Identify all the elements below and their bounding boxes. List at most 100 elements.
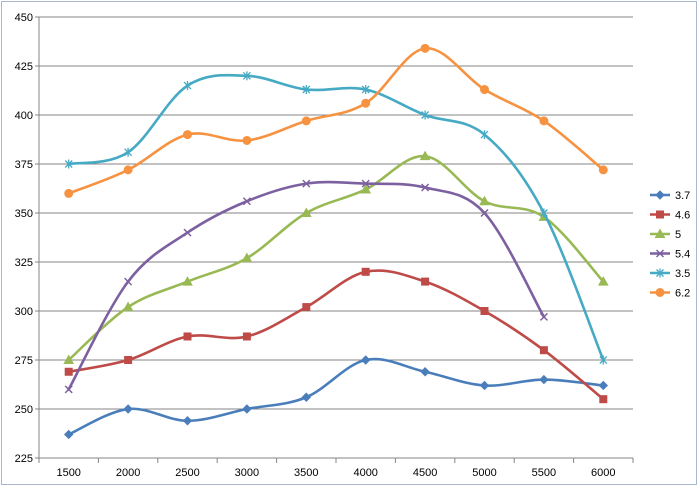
data-point [597, 276, 609, 286]
data-point [123, 404, 133, 414]
x-tick-label: 6000 [591, 467, 615, 479]
data-point [598, 165, 608, 175]
data-point [242, 404, 252, 414]
data-point [123, 165, 133, 175]
data-point [64, 367, 73, 376]
data-point [539, 116, 549, 126]
series-line [67, 47, 605, 195]
series-lines [63, 43, 609, 440]
data-point [598, 380, 609, 391]
series-5-4 [64, 179, 548, 394]
data-point [539, 312, 548, 321]
y-tick-label: 425 [15, 61, 33, 73]
legend-entry: 4.6 [650, 210, 690, 222]
data-point [183, 130, 192, 140]
legend-entry: 5 [650, 228, 681, 241]
x-tick-label: 2500 [175, 467, 199, 479]
series-line [67, 269, 605, 401]
data-point [64, 385, 73, 394]
series-line [67, 73, 605, 362]
data-point [302, 303, 311, 312]
series-6-2 [64, 43, 608, 198]
legend-marker [656, 210, 664, 219]
data-point [124, 147, 133, 157]
legend-entry: 6.2 [650, 288, 690, 300]
y-tick-label: 325 [15, 257, 33, 269]
y-tick-label: 375 [15, 159, 33, 171]
data-point [419, 150, 431, 161]
axes [35, 16, 634, 463]
legend-marker [654, 228, 666, 238]
data-point [242, 197, 251, 206]
legend-entry: 5.4 [650, 249, 690, 261]
legend-marker [655, 288, 665, 297]
data-point [599, 395, 608, 404]
data-point [63, 429, 74, 440]
series-line [67, 154, 605, 362]
legend-label: 5.4 [675, 249, 690, 261]
legend: 3.7 4.6 5 5.4 3.5 6.2 [650, 190, 690, 300]
data-point [480, 85, 489, 95]
y-tick-label: 350 [15, 208, 33, 220]
data-point [360, 355, 371, 365]
y-tick-label: 300 [15, 306, 33, 318]
x-tick-label: 5000 [472, 467, 496, 479]
data-point [480, 130, 489, 140]
series-5 [63, 150, 609, 364]
data-point [242, 135, 252, 145]
data-point [599, 355, 608, 365]
y-tick-label: 450 [15, 12, 33, 24]
data-point [301, 392, 312, 402]
data-point [420, 367, 430, 377]
data-point [183, 228, 192, 237]
legend-marker [655, 249, 665, 258]
series-line [67, 357, 605, 436]
data-point [122, 301, 134, 312]
data-point [361, 85, 370, 95]
data-point [63, 354, 75, 364]
x-tick-label: 2000 [116, 467, 140, 479]
legend-entry: 3.7 [650, 190, 690, 202]
x-tick-label: 1500 [56, 467, 80, 479]
legend-label: 4.6 [675, 210, 690, 222]
data-point [182, 416, 193, 426]
legend-entry: 3.5 [650, 268, 690, 280]
data-point [479, 380, 490, 391]
data-point [361, 267, 370, 276]
series-3-7 [63, 355, 609, 440]
data-point [539, 374, 549, 385]
x-tick-label: 4000 [353, 467, 377, 479]
data-point [421, 277, 430, 286]
data-point [64, 159, 73, 169]
data-point [361, 98, 371, 108]
data-point [124, 356, 133, 364]
x-tick-label: 4500 [413, 467, 437, 479]
data-point [480, 208, 489, 218]
x-tick-labels: 1500 2000 2500 3000 3500 4000 4500 5000 5500 6000 [56, 467, 615, 479]
data-point [242, 332, 251, 341]
y-tick-label: 250 [15, 404, 33, 416]
legend-label: 3.7 [675, 190, 690, 202]
data-point [420, 43, 430, 53]
data-point [360, 183, 372, 194]
data-point [242, 71, 251, 81]
y-tick-label: 275 [15, 355, 33, 367]
data-point [64, 188, 74, 198]
series-4-6 [64, 267, 608, 404]
data-point [539, 208, 548, 218]
series-3-5 [64, 71, 608, 365]
data-point [241, 252, 253, 263]
y-tick-labels: 225 250 275 300 325 350 375 400 425 450 [15, 12, 33, 465]
data-point [480, 307, 489, 315]
data-point [302, 85, 311, 95]
data-point [479, 195, 490, 206]
data-point [302, 179, 311, 188]
x-tick-label: 5500 [532, 467, 556, 479]
legend-marker [655, 190, 665, 200]
x-tick-label: 3000 [235, 467, 259, 479]
data-point [539, 346, 548, 355]
y-tick-label: 225 [15, 453, 33, 465]
data-point [361, 179, 370, 188]
